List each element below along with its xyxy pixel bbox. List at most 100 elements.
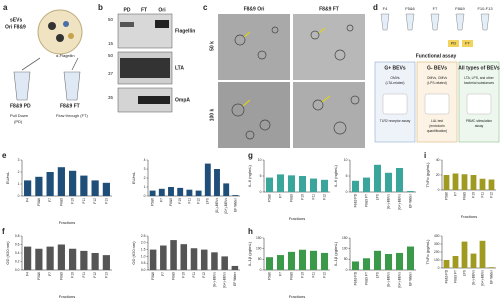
bar [320,252,329,270]
x-tick-label: (G+)-BEVs [480,270,484,286]
y-tick-label: 150 [256,236,262,240]
x-tick-label: F5&6 [444,192,448,200]
x-tick-label: F8&9 [169,198,173,206]
x-axis-label: Fractions [59,294,75,299]
bar [470,175,477,190]
y-tick-label: 2 [18,170,20,174]
y-tick-label: 0 [346,190,348,194]
bar [309,250,318,270]
panel-label: c [203,3,208,12]
panel-label: h [248,227,253,236]
bar [362,177,371,192]
y-tick-label: 50 [258,257,262,261]
x-tick-label: F10 [300,272,304,278]
x-axis-label: Fractions [461,214,477,219]
bar [102,255,110,270]
y-tick-label: 0 [438,188,440,192]
bar [479,240,486,268]
row-label: 50 k [209,41,215,51]
bar [373,164,382,192]
x-tick-label: (G-)-BEVs [471,270,475,286]
assay-icon [466,93,492,115]
y-tick-label: 400 [434,234,440,238]
panel-c: c F8&9 Ori F8&9 FT 50 k 100 k [203,3,365,148]
bar [211,252,218,270]
y-tick-label: 0.6 [15,242,20,246]
x-tick-label: F10 [300,194,304,200]
blot-label: OmpA [175,97,190,103]
fraction-label: F7 [433,6,438,11]
bar [406,246,415,270]
column-label: F8&9 FT [319,6,339,12]
x-tick-label: F5&6 [267,194,271,202]
y-tick-label: 0.8 [15,234,20,238]
tem-image [218,14,290,80]
bar [57,167,65,196]
x-tick-label: F13 [104,272,108,278]
blot-label: Flagellin [175,28,195,34]
x-tick-label: F5&6 [267,272,271,280]
text: Functional assay [416,53,457,59]
y-tick-label: 5 [260,174,262,178]
fraction-label: F5&6 [405,6,415,11]
bar [384,172,393,192]
tem-image [293,14,365,80]
bar [186,189,193,196]
assay-icon [382,93,408,115]
box-text: (LPS-related) [427,81,447,85]
marker: 15 [108,41,114,46]
bar [46,172,54,196]
y-tick-label: 1 [144,185,146,189]
panel-label: e [2,151,7,160]
x-tick-label: F11 [311,272,315,278]
text: Pull Down [10,113,28,118]
y-tick-label: 0.5 [141,261,146,265]
text: PD [451,41,457,46]
y-tick-label: 1.5 [141,247,146,251]
x-tick-label: EF Water [233,197,237,212]
y-tick-label: 3 [18,158,20,162]
y-tick-label: 0 [260,268,262,272]
bar [373,250,382,270]
bar [214,169,220,196]
bar [180,244,188,270]
x-tick-label: F7 [278,272,282,276]
x-tick-label: F4 [26,272,30,276]
box-text: bacterial substances [464,81,494,85]
box-text: TLR2 receptor assay [380,119,411,123]
x-tick-label: F11 [192,272,196,278]
x-tick-label: F10 [71,198,75,204]
x-axis-label: Fractions [59,220,75,225]
bar [149,249,157,270]
x-tick-label: F8&9 FT [364,194,368,207]
bar [170,240,177,270]
panel-d: d F4 F5&6 F7 F8&9 F10-F13 PD FT Function… [373,3,500,143]
tem-image [218,82,290,148]
bar [351,180,360,192]
panel-label: g [248,151,253,160]
bar [406,191,415,192]
fraction-label: F10-F13 [477,6,493,11]
y-axis-label: EU/mL [131,171,136,184]
bar [276,255,285,270]
bar [168,187,174,196]
y-tick-label: 100 [256,247,262,251]
x-tick-label: (G-)-BEVs [386,272,390,288]
vesicle [63,21,69,27]
x-tick-label: F11 [480,192,484,198]
y-tick-label: 300 [434,242,440,246]
assay-texts: G+ BEVs OMVs(LTA-related) TLR2 receptor as… [380,65,500,133]
x-tick-label: F12 [93,272,97,278]
bar [461,174,468,190]
text: Flow through (FT) [56,113,88,118]
tubes [380,13,490,31]
x-tick-label: F11 [82,272,86,278]
box [448,40,459,47]
x-tick-label: F7 [161,272,165,276]
x-tick-label: LPS [375,193,379,200]
x-tick-label: F11 [311,194,315,200]
x-tick-label: F12 [196,198,200,204]
tube [63,71,81,101]
vesicle [68,33,74,39]
